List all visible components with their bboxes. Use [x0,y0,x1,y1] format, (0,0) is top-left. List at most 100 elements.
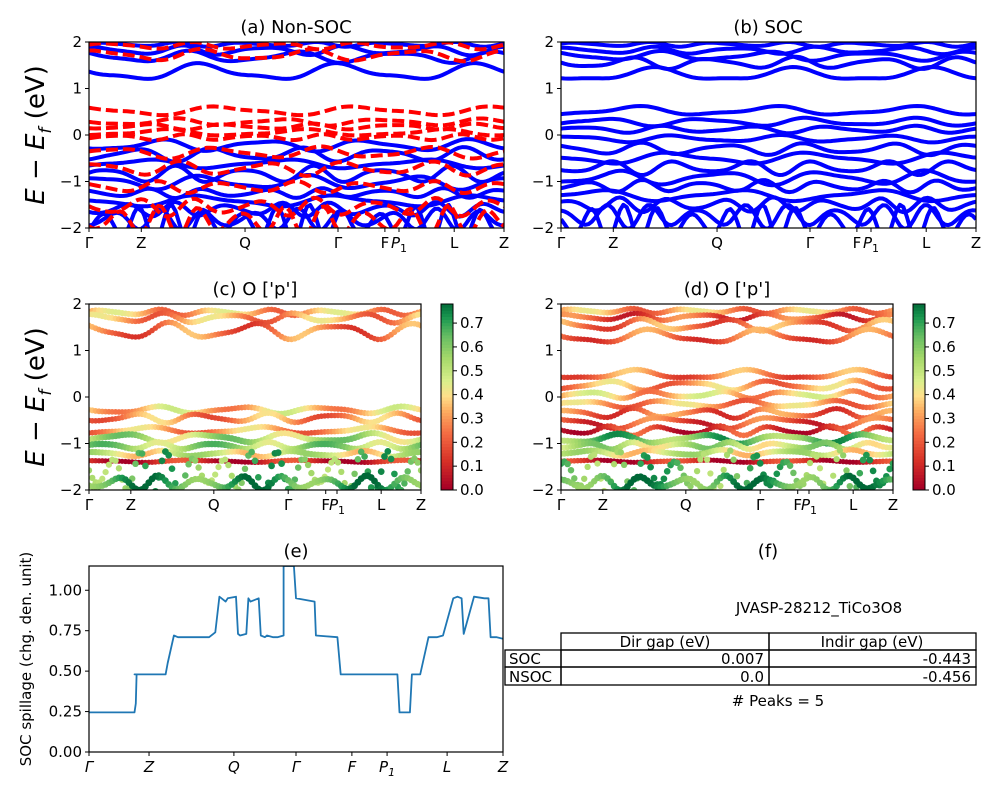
panel-c-colorbar-segment [441,347,453,351]
panel-c-projection-point [262,490,269,497]
panel-d-projection-point [890,333,893,339]
panel-c-colorbar-segment [441,418,453,423]
panel-c-colorbar-segment [441,431,453,435]
panel-c-colorbar-tick-label: 0.7 [460,314,484,332]
panel-c-projection-point [228,472,235,479]
panel-c-colorbar: 0.0 0.1 0.2 0.3 0.4 0.5 0.6 0.7 [440,303,484,499]
panel-c-colorbar-segment [441,366,453,370]
material-label: JVASP-28212_TiCo3O8 [735,599,902,618]
panel-a-nsoc-band-line [89,116,504,128]
panel-c-colorbar-segment [441,378,453,382]
panel-d-colorbar-tick-label: 0.3 [932,409,956,427]
panel-c-projection-point [324,466,332,473]
panel-d-projection-point [846,482,854,490]
panel-a-nsoc-band-line [89,127,504,138]
panel-c-colorbar-segment [441,313,453,317]
panel-c-colorbar-segment [441,316,453,320]
gap-table: JVASP-28212_TiCo3O8 Dir gap (eV) Indir g… [504,599,977,710]
panel-c-colorbar-segment [441,459,453,463]
panel-c-projection-point [304,461,312,469]
panel-c-colorbar-segment [441,462,453,466]
panel-c-projection-point [418,406,421,413]
panel-d-colorbar-segment [913,424,925,429]
panel-d-projection-point [601,487,608,490]
panel-c-xtick-label: Z [416,496,426,514]
panel-d-colorbar: 0.0 0.1 0.2 0.3 0.4 0.5 0.6 0.7 [912,303,956,499]
panel-d-xtick-label: Γ [756,496,765,514]
panel-a-soc-band-line [89,157,504,171]
panel-b-ytick-label: −2 [532,219,554,237]
panel-e-xtick-label: Γ [85,758,95,776]
panel-a-nsoc-band-line [89,144,504,161]
panel-a-frame [88,41,505,229]
panel-c-colorbar-segment [441,384,453,389]
panel-d-xtick-label: L [849,496,858,514]
panel-c-projection-point [149,490,156,497]
panel-d-colorbar-segment [913,434,925,438]
panel-d-projection-point [620,461,628,469]
panel-d-xtick-label: Q [680,496,692,514]
panel-c-projection-point [391,470,398,478]
panel-a-nsoc-band-line [89,42,504,52]
panel-d-projection-point [825,489,828,490]
panel-c-title: (c) O ['p'] [213,279,298,300]
panel-d-colorbar-segment [913,344,925,348]
panel-a-group: −2 −1 0 1 2 Γ Z Q Γ F P1 L Z [60,33,509,255]
panel-e-ytick-label: 1.00 [49,581,82,599]
panel-c-projection-point [165,451,173,459]
panel-d-projection-point [753,452,761,460]
panel-d-projection-point [707,470,714,477]
panel-c-projection-point [185,461,192,468]
panel-d-projection-point [863,451,870,459]
panel-d-colorbar-segment [913,477,925,482]
panel-a-soc-band-line [89,186,504,201]
panel-d-projection-point [890,374,893,380]
panel-b-soc-band-line [561,133,976,145]
panel-a-nsoc-band-line [89,132,504,143]
table-row-soc-label: SOC [509,650,541,668]
panel-c-colorbar-segment [441,328,453,333]
panel-c-colorbar-segment [441,387,453,392]
panel-c-colorbar-frame [440,303,454,491]
panel-c-colorbar-segment [441,412,453,417]
panel-a-xtick-label: Z [136,234,146,252]
panel-a-xtick-label: Γ [85,234,94,252]
panel-d-projection-point [869,467,877,475]
panel-d-colorbar-segment [913,480,925,485]
panel-d-projection-point [890,318,893,325]
panel-a-xtick-label: Z [499,234,509,252]
panel-a-nsoc-band-line [89,46,504,64]
panel-c-colorbar-segment [441,307,453,311]
panel-c-projection-point [99,475,106,482]
panel-b-ytick-label: −1 [532,173,554,191]
panel-c-colorbar-segment [441,390,453,395]
panel-c-colorbar-segment [441,359,453,364]
panel-d-projection-point [859,456,867,464]
panel-e-xtick-label: Γ [292,758,302,776]
panel-c-colorbar-tick-label: 0.0 [460,481,484,499]
panel-c-colorbar-segment [441,455,453,460]
peaks-label: # Peaks = 5 [732,692,824,710]
panel-c-projection-point [354,456,362,463]
panel-d-colorbar-segment [913,313,925,317]
panel-d-projection-point [730,456,737,463]
panel-d-projection-point [890,427,893,433]
panel-e-xtick-label: P1 [379,758,395,779]
panel-d-xtick-label: Z [888,496,898,514]
panel-c-colorbar-segment [441,449,453,454]
panel-a-ylabel: E − Ef (eV) [21,65,56,205]
panel-b-soc-band-line [561,140,976,158]
panel-a-soc-band-line [89,61,504,81]
panel-d-colorbar-segment [913,347,925,351]
panel-d-ytick-label: 2 [544,295,554,313]
panel-d-colorbar-segment [913,431,925,435]
panel-c-colorbar-tick-label: 0.2 [460,433,484,451]
panel-b-soc-band-line [561,65,976,81]
panel-c-projection-point [278,460,285,467]
panel-c-colorbar-segment [441,477,453,482]
panel-c-colorbar-segment [441,335,453,339]
panel-c-colorbar-segment [441,322,453,327]
panel-d-projection-point [816,465,824,472]
panel-c-colorbar-tick-label: 0.5 [460,362,484,380]
